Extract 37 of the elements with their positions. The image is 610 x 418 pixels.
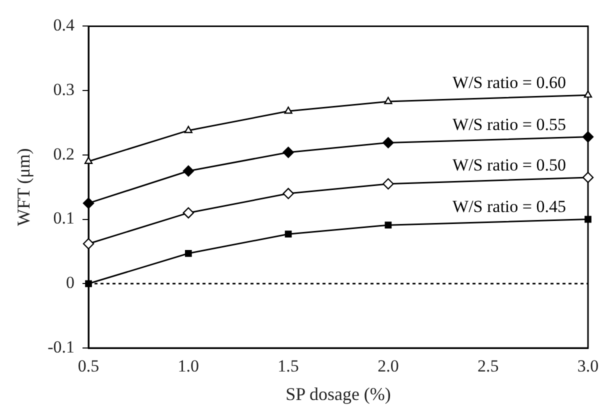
x-tick-label: 1.5: [278, 356, 299, 376]
point: [384, 96, 392, 104]
point: [82, 238, 94, 250]
y-tick-label: 0.2: [53, 144, 75, 164]
point: [382, 137, 394, 148]
point: [384, 222, 392, 228]
y-tick-label: 0.3: [53, 80, 75, 100]
series-label: W/S ratio = 0.60: [452, 73, 566, 92]
x-tick-label: 2.0: [378, 356, 399, 376]
y-tick-label: 0: [66, 273, 75, 292]
point: [584, 216, 592, 223]
series-label: W/S ratio = 0.50: [452, 155, 566, 174]
y-tick-label: -0.1: [48, 337, 75, 356]
point: [582, 131, 594, 142]
point: [182, 207, 194, 218]
point: [82, 198, 94, 209]
x-tick-label: 1.0: [178, 356, 200, 376]
point: [284, 230, 292, 238]
point: [584, 90, 592, 98]
point: [582, 172, 594, 184]
point: [182, 165, 194, 177]
point: [184, 250, 192, 257]
x-tick-label: 0.5: [78, 356, 100, 376]
y-axis-title: WFT (μm): [14, 148, 34, 226]
x-tick-label: 3.0: [577, 356, 599, 376]
x-axis-title: SP dosage (%): [286, 384, 391, 404]
series-label: W/S ratio = 0.45: [452, 197, 566, 216]
point: [382, 178, 394, 190]
y-tick-label: 0.1: [53, 208, 75, 228]
x-tick-label: 2.5: [477, 356, 499, 376]
series-label: W/S ratio = 0.55: [452, 114, 566, 134]
point: [282, 146, 294, 158]
point: [282, 188, 294, 200]
point: [184, 126, 192, 134]
y-tick-label: 0.4: [53, 16, 76, 35]
point: [85, 280, 92, 288]
point: [284, 106, 292, 114]
